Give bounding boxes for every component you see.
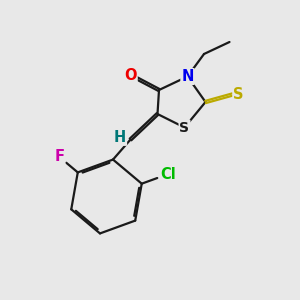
Text: Cl: Cl <box>160 167 176 182</box>
Text: F: F <box>54 149 64 164</box>
Text: S: S <box>179 121 190 134</box>
Text: H: H <box>114 130 126 145</box>
Text: N: N <box>181 69 194 84</box>
Text: S: S <box>233 87 244 102</box>
Text: O: O <box>124 68 137 82</box>
